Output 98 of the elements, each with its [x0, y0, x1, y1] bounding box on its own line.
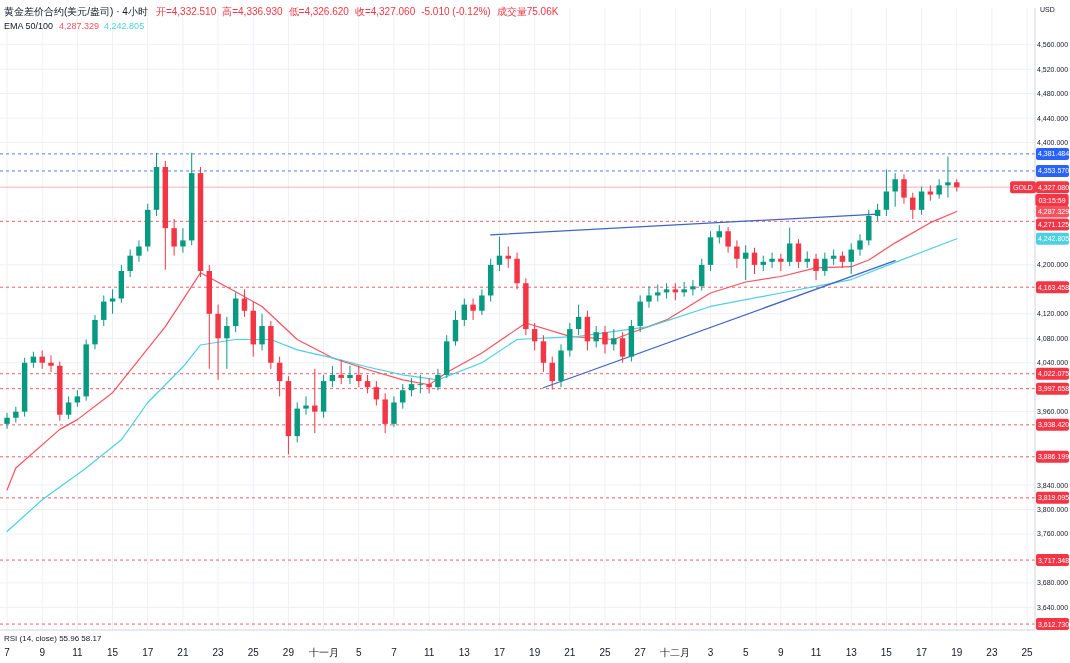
candlestick [646, 285, 652, 309]
candlestick [391, 395, 397, 428]
candlestick [435, 368, 441, 391]
candlestick [742, 244, 749, 281]
candlestick [602, 325, 608, 355]
x-tick-label: 十二月 [660, 647, 691, 658]
candlestick [945, 156, 951, 199]
candlestick [241, 288, 248, 318]
x-tick-label: 11 [72, 647, 84, 658]
x-tick-label: 21 [177, 647, 189, 658]
annotation: 开=4,332.510 [155, 6, 217, 17]
x-tick-label: 27 [634, 647, 647, 658]
x-tick-label: 29 [282, 647, 295, 658]
candlestick [593, 325, 599, 348]
candlestick [795, 238, 802, 269]
candlestick [329, 365, 336, 388]
candlestick [496, 236, 503, 272]
candlestick [224, 316, 230, 370]
candlestick [822, 252, 828, 277]
candlestick [127, 249, 133, 278]
x-tick-label: 5 [742, 647, 749, 658]
x-tick-label: 十一月 [308, 647, 339, 658]
candlestick [400, 383, 406, 410]
candlestick [4, 412, 10, 430]
candlestick [786, 227, 793, 267]
text: EMA 50/100 [4, 21, 54, 31]
candlestick [918, 186, 925, 216]
annotation: 成交量75.06K [496, 6, 559, 17]
candlestick [531, 322, 538, 351]
candlestick [567, 322, 573, 358]
candlestick [611, 328, 617, 351]
candlestick [347, 365, 353, 385]
candlestick [417, 374, 424, 394]
candlestick [848, 242, 854, 275]
candlestick [452, 310, 459, 347]
candlestick [180, 227, 186, 254]
candlestick [901, 173, 907, 205]
annotation: -5.010 (-0.12%) [421, 6, 491, 17]
x-tick-label: 11 [810, 647, 822, 658]
candlestick [39, 350, 45, 370]
candlestick [716, 224, 723, 244]
x-tick-label: 13 [845, 647, 858, 658]
candlestick [734, 239, 740, 269]
line-series [6, 238, 958, 533]
candlestick [681, 281, 687, 298]
x-tick-label: 5 [356, 647, 362, 658]
x-tick-label: 7 [4, 647, 11, 658]
candlestick [408, 377, 415, 397]
x-tick-label: 17 [142, 647, 154, 658]
candlestick [936, 178, 942, 200]
x-tick-label: 25 [247, 647, 260, 658]
x-tick-label: 25 [1021, 647, 1034, 658]
candlestick [619, 331, 626, 364]
x-tick-label: 23 [212, 647, 225, 658]
annotation: 收=4,327.060 [354, 6, 416, 17]
x-tick-label: 17 [916, 647, 928, 658]
candlestick [479, 288, 485, 316]
candlestick [883, 168, 890, 217]
x-tick-label: 13 [458, 647, 471, 658]
x-tick-label: 25 [599, 647, 611, 658]
annotation: 低=4,326.620 [288, 6, 350, 17]
x-tick-label: 19 [951, 647, 963, 658]
x-tick-label: 19 [529, 647, 541, 658]
candlestick [136, 239, 142, 263]
candlestick [857, 233, 863, 257]
candlestick [751, 247, 758, 275]
text: 4,242.805 [104, 21, 145, 31]
candlestick [892, 172, 898, 208]
x-tick-label: 3 [707, 647, 714, 658]
x-tick-label: 7 [391, 647, 398, 658]
candlestick [540, 334, 547, 373]
candlestick [690, 279, 696, 296]
text: RSI (14, close) 55.96 58.17 [4, 634, 102, 643]
line-series [6, 210, 958, 491]
x-tick-label: 17 [493, 647, 506, 658]
candlestick [725, 226, 731, 254]
x-tick-label: 9 [778, 647, 785, 658]
candlestick [65, 395, 72, 420]
candlestick [575, 304, 582, 336]
x-tick-label: 15 [880, 647, 893, 658]
candlestick [699, 258, 705, 292]
candlestick [461, 298, 468, 327]
candlestick [303, 395, 309, 416]
x-tick-label: 21 [564, 647, 576, 658]
x-tick-label: 15 [106, 647, 119, 658]
candlestick [259, 313, 265, 351]
text: 4,287.329 [59, 21, 100, 31]
x-tick-label: 23 [986, 647, 998, 658]
candlestick [910, 192, 916, 220]
annotation: 高=4,336.930 [222, 6, 283, 17]
x-tick-label: 9 [39, 647, 46, 658]
candlestick [470, 298, 476, 321]
chart-title: 黄金差价合约(美元/盎司) · 4小时 [4, 6, 148, 17]
candlestick [778, 253, 784, 272]
candlestick [101, 294, 107, 327]
candlestick [769, 252, 775, 269]
x-tick-label: 11 [423, 647, 435, 658]
candlestick [813, 253, 819, 281]
